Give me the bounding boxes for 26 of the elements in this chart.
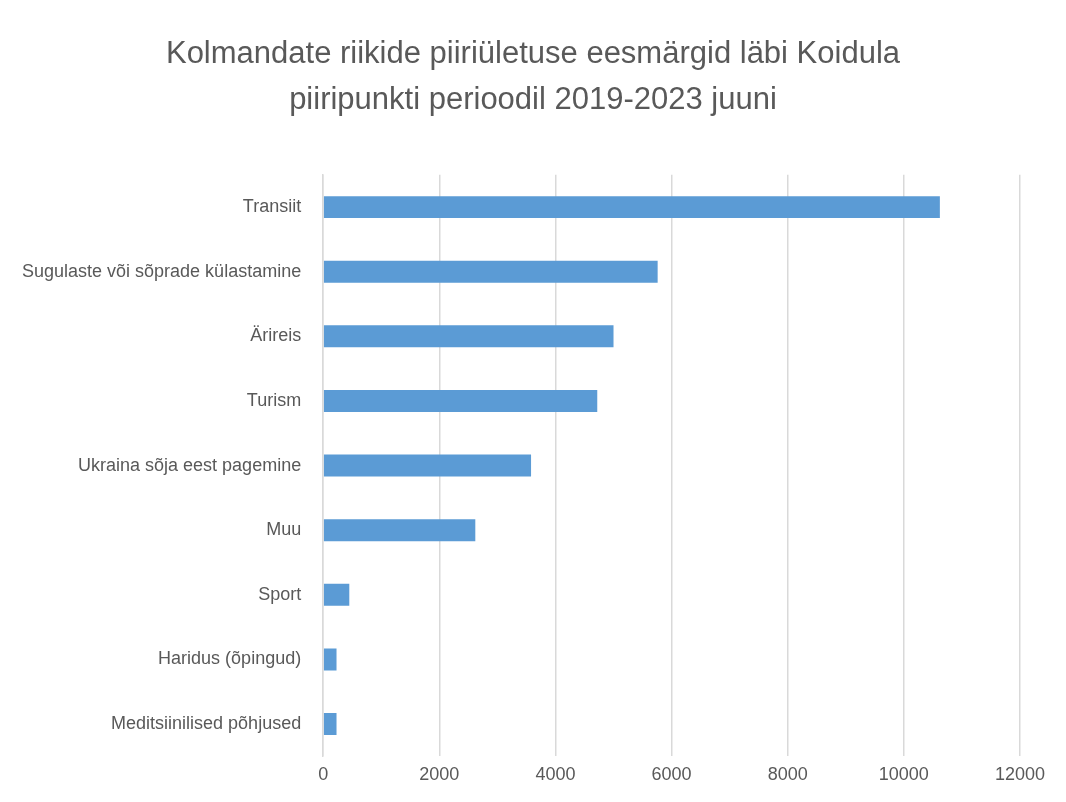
x-tick-label: 0 xyxy=(318,764,329,785)
bar xyxy=(323,389,598,412)
chart-title: Kolmandate riikide piiriületuse eesmärgid läbi Koidula piiripunkti perioodil 2019-2023 juuni xyxy=(164,34,902,118)
bar xyxy=(323,260,658,283)
y-tick-label: Haridus (õpingud) xyxy=(158,648,302,669)
y-tick-label: Muu xyxy=(266,519,302,540)
bar xyxy=(323,454,532,477)
bar xyxy=(323,325,614,348)
bar xyxy=(323,519,476,542)
bar xyxy=(323,583,350,606)
x-tick-label: 12000 xyxy=(994,764,1046,785)
y-tick-label: Turism xyxy=(246,389,302,410)
x-tick-label: 6000 xyxy=(651,764,692,785)
y-tick-label: Ärireis xyxy=(250,325,302,346)
y-tick-label: Ukraina sõja eest pagemine xyxy=(78,454,302,475)
bar xyxy=(323,713,337,736)
y-tick-label: Meditsiinilised põhjused xyxy=(111,713,302,734)
bar xyxy=(323,648,337,671)
x-tick-label: 2000 xyxy=(419,764,460,785)
x-tick-label: 10000 xyxy=(878,764,929,785)
y-tick-label: Sugulaste või sõprade külastamine xyxy=(22,260,302,281)
x-tick-label: 4000 xyxy=(535,764,576,785)
bar xyxy=(323,196,940,219)
y-tick-label: Sport xyxy=(258,583,302,604)
y-tick-label: Transiit xyxy=(242,196,302,217)
x-tick-label: 8000 xyxy=(767,764,808,785)
